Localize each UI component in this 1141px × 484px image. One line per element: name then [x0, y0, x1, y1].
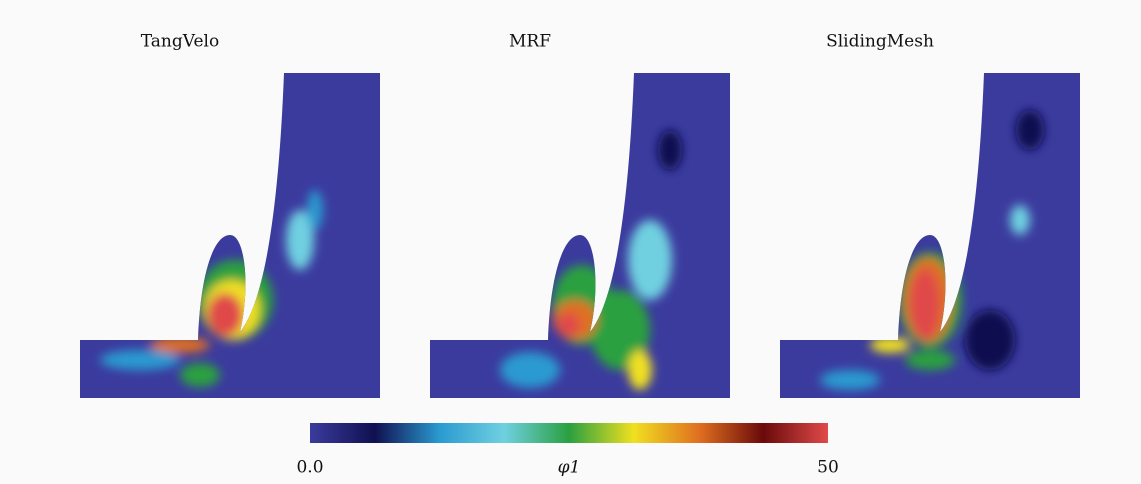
tick-label: 50: [817, 458, 839, 478]
panel: [430, 73, 730, 398]
panel: [780, 73, 1080, 398]
tick-label: 0.0: [296, 458, 323, 478]
colorbar-label: φ1: [558, 458, 581, 478]
panel-title: TangVelo: [141, 32, 219, 52]
panel-title: SlidingMesh: [826, 32, 934, 52]
figure: TangVelo MRF SlidingMesh φ1 0.0 50: [0, 0, 1141, 484]
panel-title: MRF: [509, 32, 551, 52]
colorbar: [310, 423, 828, 443]
panel: [80, 73, 380, 398]
